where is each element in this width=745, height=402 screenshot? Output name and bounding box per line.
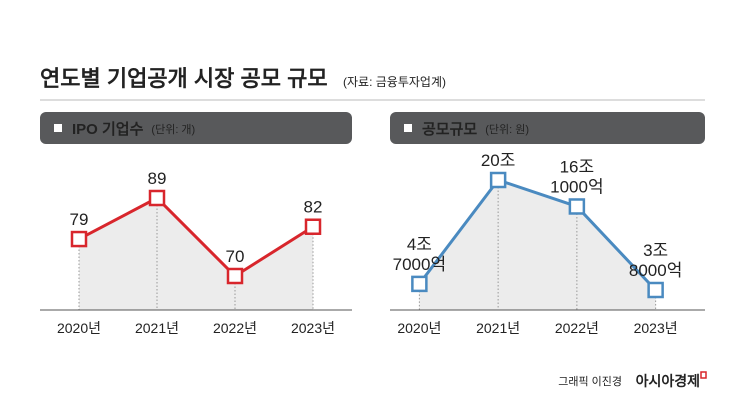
point-marker <box>411 275 428 293</box>
panel-unit: (단위: 개) <box>151 123 195 136</box>
header-bullet <box>404 124 412 132</box>
panel-unit: (단위: 원) <box>485 123 529 136</box>
value-label: 4조 <box>407 235 432 254</box>
panel-title: IPO 기업수 <box>72 121 144 138</box>
x-tick-label: 2022년 <box>555 320 599 336</box>
panel-header <box>390 112 705 144</box>
value-label: 79 <box>70 210 89 229</box>
series-line <box>418 178 657 292</box>
panel-title: 공모규모 <box>422 121 477 138</box>
main-title: 연도별 기업공개 시장 공모 규모 <box>40 66 328 91</box>
point-marker <box>226 267 244 285</box>
point-marker <box>70 230 88 248</box>
point-marker <box>647 281 664 299</box>
brand: 아시아경제 <box>636 373 700 389</box>
header-bullet <box>54 124 62 132</box>
x-tick-label: 2020년 <box>57 320 101 336</box>
point-marker <box>304 218 322 235</box>
brand-mark <box>700 371 707 379</box>
value-label: 1000억 <box>550 177 603 196</box>
area-fill <box>419 180 656 310</box>
point-marker <box>568 198 586 215</box>
x-tick-label: 2021년 <box>476 320 520 336</box>
value-label: 70 <box>226 247 245 266</box>
area-fill <box>79 198 313 310</box>
point-marker <box>148 189 166 207</box>
series-line <box>78 196 314 278</box>
credit: 그래픽 이진경 <box>558 375 622 388</box>
value-label: 20조 <box>481 151 516 170</box>
x-tick-label: 2023년 <box>291 320 335 336</box>
x-tick-label: 2020년 <box>397 320 441 336</box>
value-label: 82 <box>304 198 323 217</box>
value-label: 7000억 <box>393 255 446 274</box>
value-label: 89 <box>148 169 167 188</box>
x-tick-label: 2021년 <box>135 320 179 336</box>
panel-header <box>40 112 352 144</box>
value-label: 16조 <box>560 157 595 176</box>
x-tick-label: 2023년 <box>634 320 678 336</box>
point-marker <box>489 171 507 189</box>
x-tick-label: 2022년 <box>213 320 257 336</box>
source: (자료: 금융투자업계) <box>343 75 446 89</box>
value-label: 8000억 <box>629 261 682 280</box>
value-label: 3조 <box>643 241 668 260</box>
